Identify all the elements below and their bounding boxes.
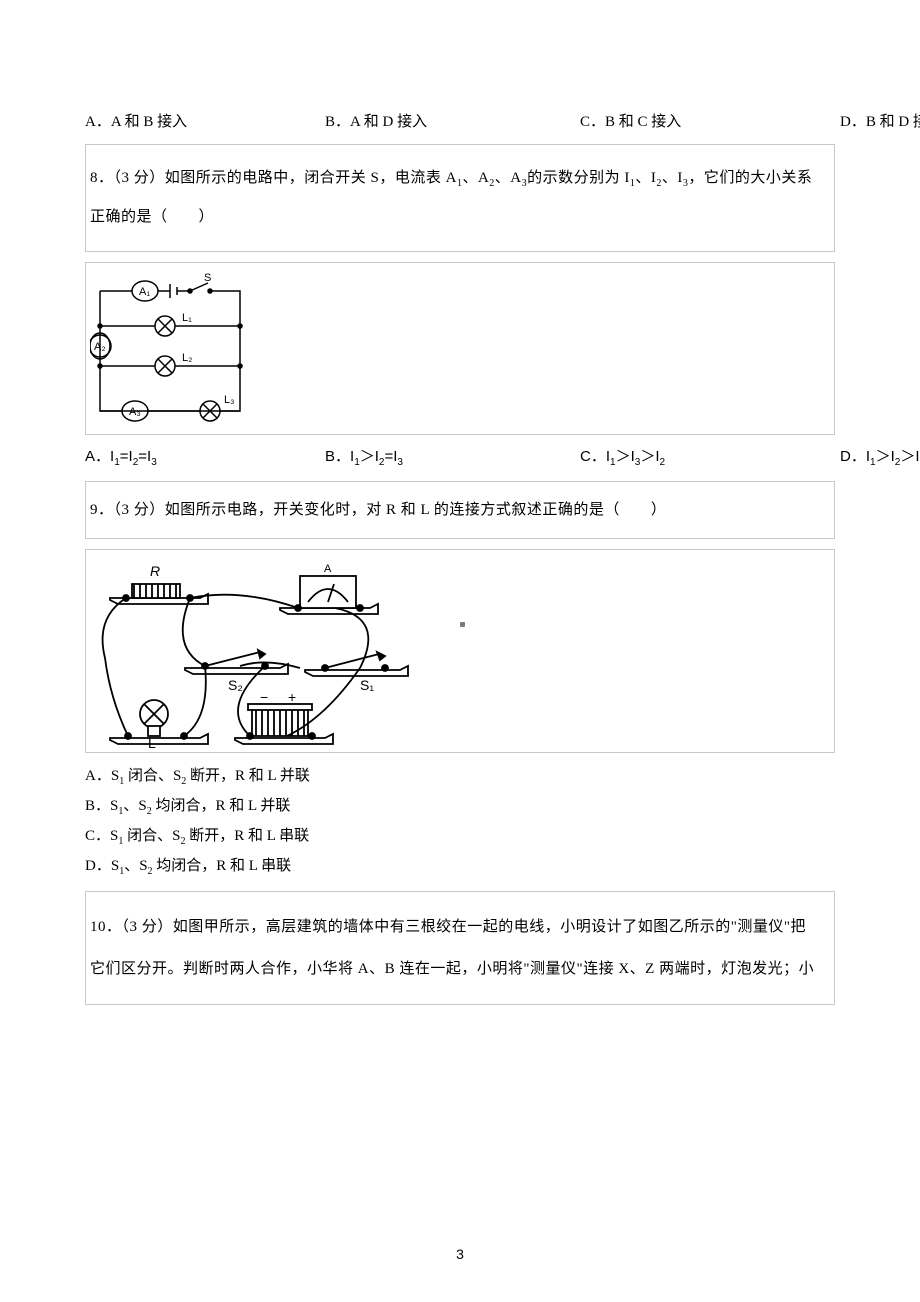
ac3: 闭合、S (123, 828, 180, 844)
ad3: 、S (124, 858, 147, 874)
od1: D．I (840, 448, 870, 465)
q9-answers: A．S1 闭合、S2 断开，R 和 L 并联 B．S1、S2 均闭合，R 和 L… (85, 763, 835, 881)
ac5: 断开，R 和 L 串联 (185, 828, 309, 844)
label-a3: A₃ (129, 406, 141, 418)
oc1: C．I (580, 448, 610, 465)
q9-answer-a: A．S1 闭合、S2 断开，R 和 L 并联 (85, 763, 835, 791)
ab3: 、S (123, 798, 146, 814)
q9-answer-c: C．S1 闭合、S2 断开，R 和 L 串联 (85, 823, 835, 851)
q8-options: A．I1=I2=I3 B．I1＞I2=I3 C．I1＞I3＞I2 D．I1＞I2… (85, 445, 920, 471)
label-s2: S₂ (228, 677, 243, 693)
page-number: 3 (0, 1246, 920, 1262)
q8-t6: 、I (662, 170, 683, 186)
aa5: 断开，R 和 L 并联 (186, 768, 310, 784)
q9-stem-box: 9．（3 分）如图所示电路，开关变化时，对 R 和 L 的连接方式叙述正确的是（… (85, 481, 835, 539)
oc3: ＞I (616, 448, 635, 465)
q8-diagram-box: A₁ A₂ A₃ S L₁ L₂ L₃ (85, 262, 835, 435)
label-s: S (204, 272, 211, 284)
q8-stem-line2: 正确的是（ ） (90, 198, 824, 237)
q10-line1: 10．（3 分）如图甲所示，高层建筑的墙体中有三根绞在一起的电线，小明设计了如图… (90, 906, 824, 948)
center-marker-icon (460, 622, 465, 627)
ob3: ＞I (360, 448, 379, 465)
oa6: 3 (151, 457, 157, 468)
q8-option-c: C．I1＞I3＞I2 (580, 445, 840, 471)
oc6: 2 (659, 457, 665, 468)
label-l1: L₁ (182, 312, 192, 324)
od5: ＞I (900, 448, 919, 465)
q7-option-d: D．B 和 D 接入 (840, 110, 920, 134)
label-s1: S₁ (360, 677, 374, 693)
ab5: 均闭合，R 和 L 并联 (152, 798, 291, 814)
q9-circuit-diagram: R A S₁ S₂ L + − (90, 558, 430, 748)
label-r: R (150, 563, 160, 579)
ad1: D．S (85, 858, 119, 874)
q9-answer-b: B．S1、S2 均闭合，R 和 L 并联 (85, 793, 835, 821)
q7-option-a: A．A 和 B 接入 (85, 110, 325, 134)
label-minus: − (260, 689, 268, 705)
q7-options: A．A 和 B 接入 B．A 和 D 接入 C．B 和 C 接入 D．B 和 D… (85, 110, 920, 134)
q8-option-d: D．I1＞I2＞I3 (840, 445, 920, 471)
q8-option-a: A．I1=I2=I3 (85, 445, 325, 471)
q7-option-b: B．A 和 D 接入 (325, 110, 580, 134)
q9-diagram-box: R A S₁ S₂ L + − (85, 549, 835, 753)
ab1: B．S (85, 798, 118, 814)
q8-stem-line1: 8．（3 分）如图所示的电路中，闭合开关 S，电流表 A1、A2、A3的示数分别… (90, 159, 824, 198)
ob1: B．I (325, 448, 354, 465)
q8-option-b: B．I1＞I2=I3 (325, 445, 580, 471)
q9-answer-d: D．S1、S2 均闭合，R 和 L 串联 (85, 853, 835, 881)
q10-stem-box: 10．（3 分）如图甲所示，高层建筑的墙体中有三根绞在一起的电线，小明设计了如图… (85, 891, 835, 1005)
q8-stem-box: 8．（3 分）如图所示的电路中，闭合开关 S，电流表 A1、A2、A3的示数分别… (85, 144, 835, 252)
label-plus: + (288, 689, 296, 705)
oa3: =I (120, 448, 133, 465)
q8-t7: ，它们的大小关系 (688, 170, 812, 186)
od3: ＞I (876, 448, 895, 465)
label-a: A (324, 563, 332, 575)
oa5: =I (138, 448, 151, 465)
q10-line2: 它们区分开。判断时两人合作，小华将 A、B 连在一起，小明将"测量仪"连接 X、… (90, 948, 824, 990)
ob5: =I (384, 448, 397, 465)
q8-t4: 的示数分别为 I (527, 170, 630, 186)
label-l2: L₂ (182, 352, 192, 364)
label-l3: L₃ (224, 394, 235, 406)
label-a2: A₂ (94, 341, 106, 353)
q7-option-c: C．B 和 C 接入 (580, 110, 840, 134)
q8-t2: 、A (462, 170, 489, 186)
ad5: 均闭合，R 和 L 串联 (153, 858, 292, 874)
label-l: L (148, 735, 156, 748)
ac1: C．S (85, 828, 118, 844)
oc5: ＞I (640, 448, 659, 465)
q8-t3: 、A (495, 170, 522, 186)
label-a1: A₁ (139, 286, 150, 298)
q8-stem-text: 8．（3 分）如图所示的电路中，闭合开关 S，电流表 A (90, 170, 457, 186)
ob6: 3 (397, 457, 403, 468)
q9-stem-text: 9．（3 分）如图所示电路，开关变化时，对 R 和 L 的连接方式叙述正确的是（… (90, 502, 666, 518)
q8-circuit-diagram: A₁ A₂ A₃ S L₁ L₂ L₃ (90, 271, 250, 426)
aa1: A．S (85, 768, 119, 784)
aa3: 闭合、S (124, 768, 181, 784)
oa1: A．I (85, 448, 114, 465)
q8-t5: 、I (635, 170, 656, 186)
